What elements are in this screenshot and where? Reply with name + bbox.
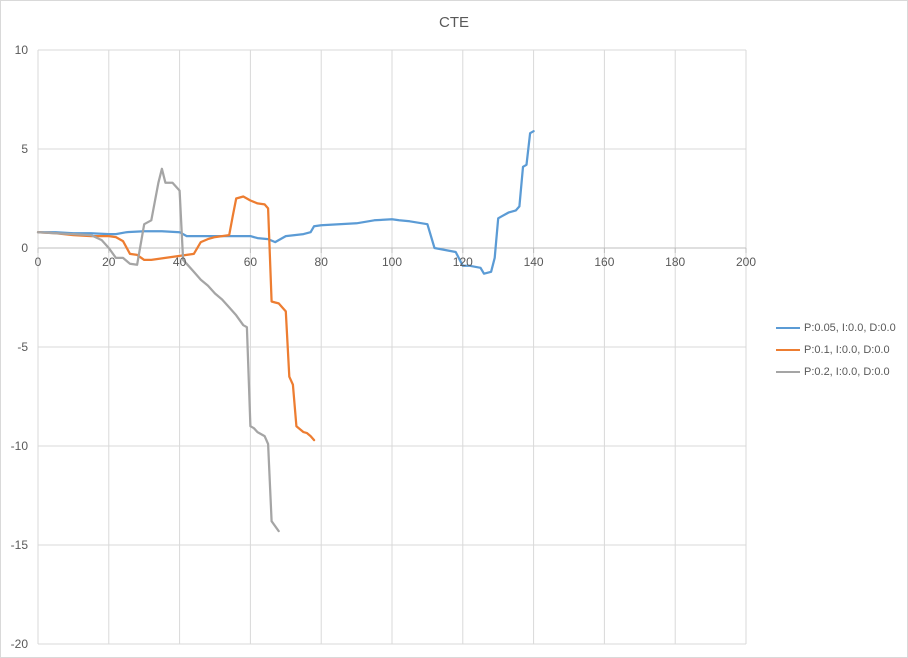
x-tick-label: 100	[382, 255, 402, 269]
y-tick-label: -15	[11, 538, 29, 552]
x-tick-label: 140	[524, 255, 544, 269]
x-tick-label: 180	[665, 255, 685, 269]
legend: P:0.05, I:0.0, D:0.0 P:0.1, I:0.0, D:0.0 P…	[776, 317, 906, 383]
legend-label: P:0.2, I:0.0, D:0.0	[804, 366, 890, 378]
legend-swatch	[776, 371, 800, 373]
chart-title: CTE	[439, 14, 469, 31]
legend-swatch	[776, 349, 800, 351]
series-line-2	[36, 195, 316, 442]
series-line-3	[36, 167, 280, 533]
y-tick-label: -10	[11, 439, 29, 453]
legend-item: P:0.2, I:0.0, D:0.0	[776, 361, 906, 383]
y-tick-label: -20	[11, 637, 29, 651]
legend-label: P:0.05, I:0.0, D:0.0	[804, 322, 896, 334]
x-tick-label: 120	[453, 255, 473, 269]
x-tick-label: 200	[736, 255, 756, 269]
legend-label: P:0.1, I:0.0, D:0.0	[804, 344, 890, 356]
x-tick-label: 20	[102, 255, 116, 269]
legend-item: P:0.05, I:0.0, D:0.0	[776, 317, 906, 339]
legend-swatch	[776, 327, 800, 329]
x-tick-label: 160	[594, 255, 614, 269]
y-tick-label: -5	[17, 340, 28, 354]
y-tick-label: 5	[21, 142, 28, 156]
x-tick-label: 80	[315, 255, 329, 269]
x-tick-label: 60	[244, 255, 258, 269]
y-tick-label: 10	[15, 43, 29, 57]
series-line-1	[36, 130, 535, 275]
x-tick-label: 0	[35, 255, 42, 269]
y-tick-label: 0	[21, 241, 28, 255]
legend-item: P:0.1, I:0.0, D:0.0	[776, 339, 906, 361]
x-tick-label: 40	[173, 255, 187, 269]
